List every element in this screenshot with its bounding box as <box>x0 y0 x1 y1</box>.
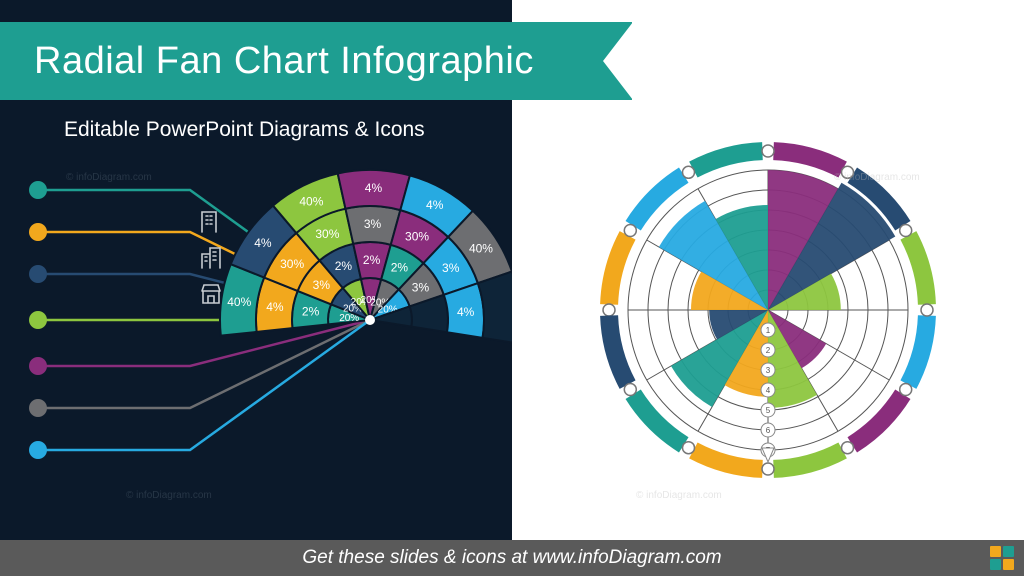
svg-text:4%: 4% <box>365 181 383 195</box>
footer-text: Get these slides & icons at www.infoDiag… <box>302 547 721 569</box>
watermark-1: © infoDiagram.com <box>66 172 152 183</box>
svg-text:3%: 3% <box>412 281 430 295</box>
svg-text:4%: 4% <box>266 300 284 314</box>
svg-text:2%: 2% <box>363 253 381 267</box>
svg-text:3%: 3% <box>313 278 331 292</box>
svg-text:3: 3 <box>766 366 771 375</box>
title-banner: Radial Fan Chart Infographic <box>0 22 632 100</box>
svg-text:2%: 2% <box>335 259 353 273</box>
svg-text:4%: 4% <box>426 198 444 212</box>
svg-text:30%: 30% <box>280 257 304 271</box>
banner-ribbon: Radial Fan Chart Infographic <box>0 22 632 100</box>
svg-text:2: 2 <box>766 346 771 355</box>
svg-text:2%: 2% <box>302 305 320 319</box>
svg-text:4%: 4% <box>254 236 272 250</box>
svg-text:2%: 2% <box>391 261 409 275</box>
svg-text:30%: 30% <box>315 227 339 241</box>
svg-text:5: 5 <box>766 406 771 415</box>
svg-text:40%: 40% <box>469 242 493 256</box>
svg-text:4%: 4% <box>457 305 475 319</box>
svg-text:3%: 3% <box>442 261 460 275</box>
svg-text:40%: 40% <box>299 195 323 209</box>
svg-text:3%: 3% <box>364 217 382 231</box>
svg-text:1: 1 <box>766 326 771 335</box>
watermark-4: © infoDiagram.com <box>636 490 722 501</box>
svg-text:4: 4 <box>766 386 771 395</box>
svg-text:6: 6 <box>766 426 771 435</box>
banner-title: Radial Fan Chart Infographic <box>34 40 534 83</box>
svg-text:30%: 30% <box>405 229 429 243</box>
footer-logo-icon <box>990 546 1014 570</box>
watermark-3: © infoDiagram.com <box>834 172 920 183</box>
watermark-2: © infoDiagram.com <box>126 490 212 501</box>
svg-text:40%: 40% <box>227 295 251 309</box>
footer-bar: Get these slides & icons at www.infoDiag… <box>0 540 1024 576</box>
